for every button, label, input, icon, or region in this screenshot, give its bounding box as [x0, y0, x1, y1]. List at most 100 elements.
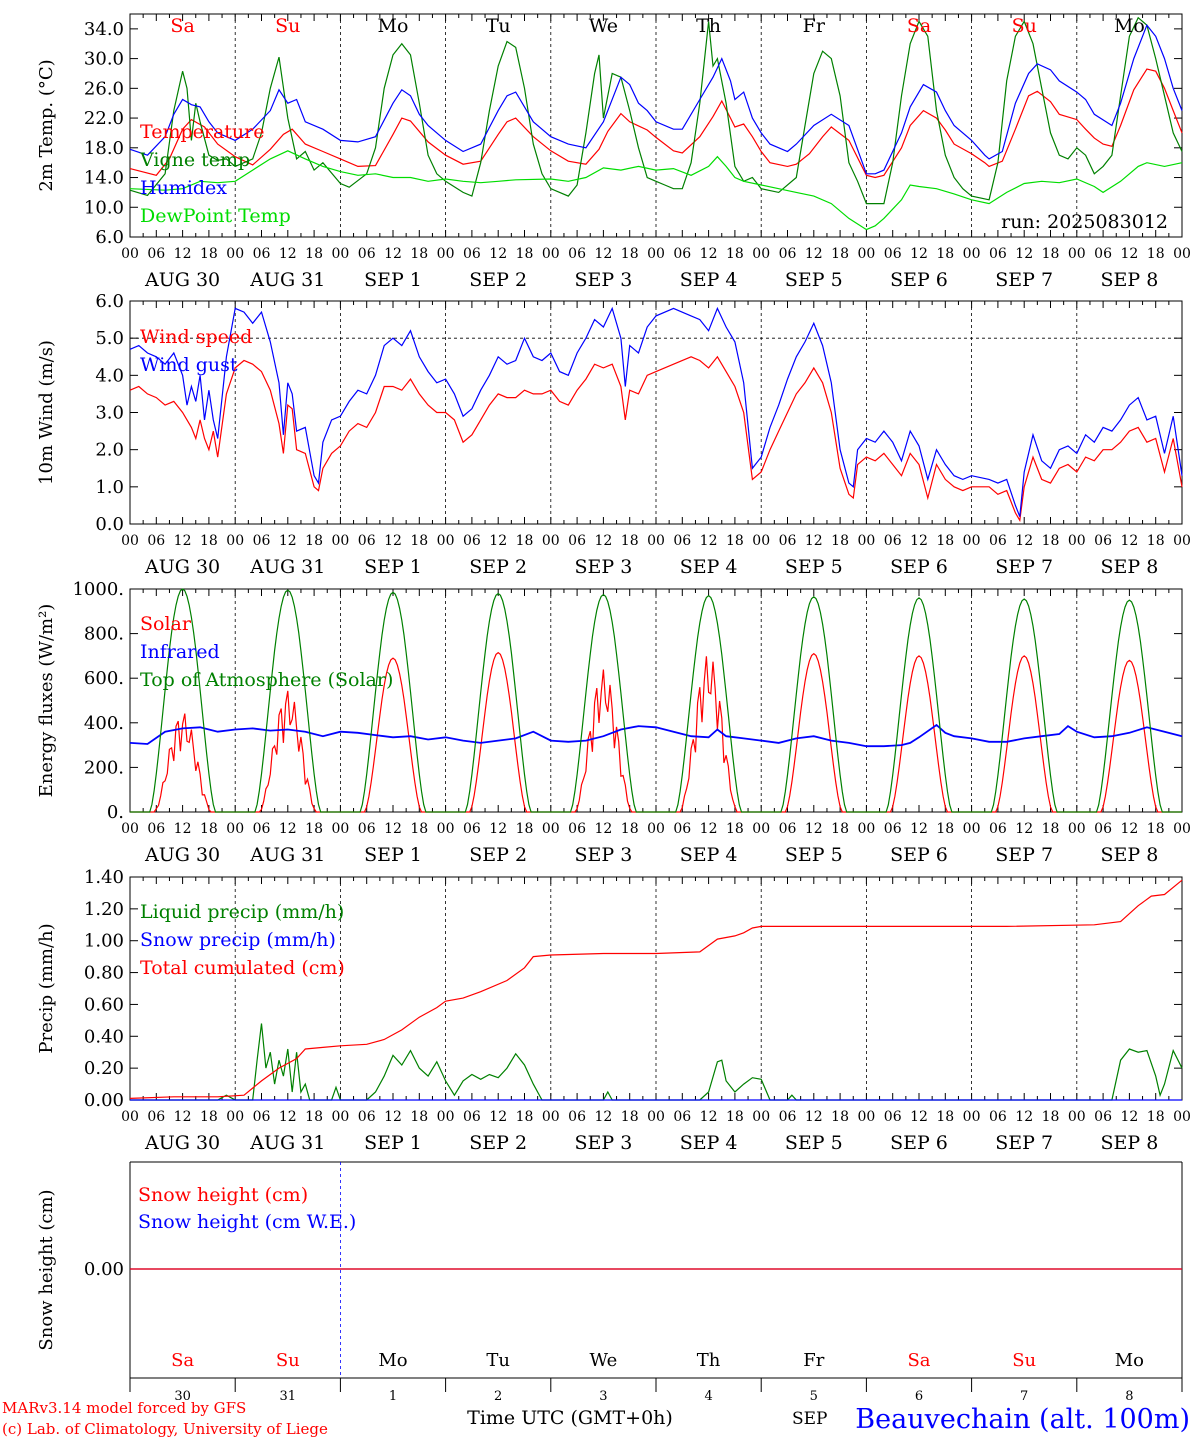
legend-entry: Snow precip (mm/h) [140, 929, 336, 951]
date-label: AUG 31 [249, 556, 325, 578]
hour-label: 00 [752, 821, 770, 837]
series-line [130, 1023, 1183, 1101]
weekday-label: Sa [907, 1350, 930, 1371]
hour-label: 12 [174, 1109, 192, 1125]
hour-label: 06 [358, 246, 376, 262]
legend-entry: Temperature [140, 121, 264, 143]
y-tick-label: 400. [84, 713, 124, 734]
hour-label: 00 [1068, 1109, 1086, 1125]
legend-entry: Infrared [140, 641, 220, 663]
hour-label: 18 [516, 821, 534, 837]
hour-label: 18 [200, 821, 218, 837]
weekday-label: Tu [486, 1350, 510, 1371]
date-label: SEP 8 [1100, 269, 1158, 291]
hour-label: 18 [936, 1109, 954, 1125]
series-line [129, 306, 1183, 517]
hour-label: 06 [884, 533, 902, 549]
hour-label: 12 [700, 533, 718, 549]
weekday-label: Mo [378, 1350, 407, 1371]
day-number: 6 [915, 1389, 923, 1404]
hour-label: 00 [647, 246, 665, 262]
y-axis-label: Precip (mm/h) [36, 923, 57, 1053]
day-number: 1 [389, 1389, 397, 1404]
time-axis-label: Time UTC (GMT+0h) [467, 1407, 673, 1429]
hour-label: 18 [410, 533, 428, 549]
hour-label: 06 [463, 821, 481, 837]
hour-label: 00 [226, 533, 244, 549]
hour-label: 00 [437, 1109, 455, 1125]
hour-label: 06 [884, 821, 902, 837]
hour-label: 00 [437, 533, 455, 549]
date-label: SEP 5 [785, 556, 843, 578]
hour-label: 12 [594, 1109, 612, 1125]
hour-label: 12 [489, 821, 507, 837]
y-tick-label: 0.40 [84, 1026, 124, 1047]
date-label: SEP 4 [680, 1132, 738, 1154]
hour-label: 06 [779, 533, 797, 549]
hour-label: 06 [1094, 1109, 1112, 1125]
date-label: SEP 7 [995, 269, 1053, 291]
date-label: SEP 2 [469, 1132, 527, 1154]
hour-label: 00 [963, 1109, 981, 1125]
y-tick-label: 0.00 [84, 1259, 124, 1280]
hour-label: 06 [989, 246, 1007, 262]
date-label: SEP 2 [469, 556, 527, 578]
legend-entry: Humidex [140, 177, 227, 199]
hour-label: 18 [936, 821, 954, 837]
date-label: SEP 2 [469, 269, 527, 291]
date-label: SEP 6 [890, 844, 948, 866]
hour-label: 00 [857, 821, 875, 837]
weekday-label: Su [1012, 15, 1037, 37]
hour-label: 06 [253, 246, 271, 262]
legend-entry: Wind speed [140, 326, 252, 348]
y-tick-label: 6.0 [95, 291, 124, 312]
hour-label: 12 [1120, 246, 1138, 262]
legend-entry: DewPoint Temp [140, 205, 291, 227]
hour-label: 12 [700, 821, 718, 837]
hour-label: 06 [253, 1109, 271, 1125]
hour-label: 00 [542, 246, 560, 262]
hour-label: 00 [647, 1109, 665, 1125]
hour-label: 12 [1120, 821, 1138, 837]
y-tick-label: 1.0 [95, 477, 124, 498]
y-tick-label: 1.00 [84, 931, 124, 952]
hour-label: 06 [673, 821, 691, 837]
y-tick-label: 2.0 [95, 440, 124, 461]
hour-label: 00 [1173, 533, 1191, 549]
weekday-label: Th [696, 15, 721, 37]
hour-label: 06 [568, 246, 586, 262]
day-number: 2 [494, 1389, 502, 1404]
y-tick-label: 6.0 [95, 227, 124, 248]
legend-entry: Snow height (cm W.E.) [138, 1211, 356, 1233]
date-label: SEP 3 [574, 844, 632, 866]
date-label: SEP 4 [680, 269, 738, 291]
hour-label: 00 [752, 246, 770, 262]
hour-label: 18 [305, 246, 323, 262]
hour-label: 06 [147, 246, 165, 262]
hour-label: 18 [1042, 821, 1060, 837]
hour-label: 06 [147, 1109, 165, 1125]
hour-label: 00 [437, 246, 455, 262]
hour-label: 00 [647, 821, 665, 837]
weekday-label: Sa [907, 15, 931, 37]
hour-label: 06 [989, 821, 1007, 837]
date-label: SEP 6 [890, 1132, 948, 1154]
hour-label: 00 [226, 821, 244, 837]
hour-label: 06 [884, 246, 902, 262]
lab-credit: (c) Lab. of Climatology, University of L… [2, 1420, 328, 1438]
legend-entry: Wind gust [140, 354, 238, 376]
date-label: SEP 1 [364, 1132, 422, 1154]
hour-label: 06 [568, 821, 586, 837]
hour-label: 00 [963, 246, 981, 262]
hour-label: 00 [752, 1109, 770, 1125]
legend-entry: Snow height (cm) [138, 1184, 308, 1206]
y-tick-label: 4.0 [95, 365, 124, 386]
y-tick-label: 30.0 [84, 49, 124, 70]
hour-label: 18 [1147, 1109, 1165, 1125]
hour-label: 06 [358, 533, 376, 549]
hour-label: 00 [226, 246, 244, 262]
weekday-label: Th [697, 1350, 721, 1371]
hour-label: 18 [200, 1109, 218, 1125]
y-tick-label: 14.0 [84, 168, 124, 189]
hour-label: 18 [831, 533, 849, 549]
